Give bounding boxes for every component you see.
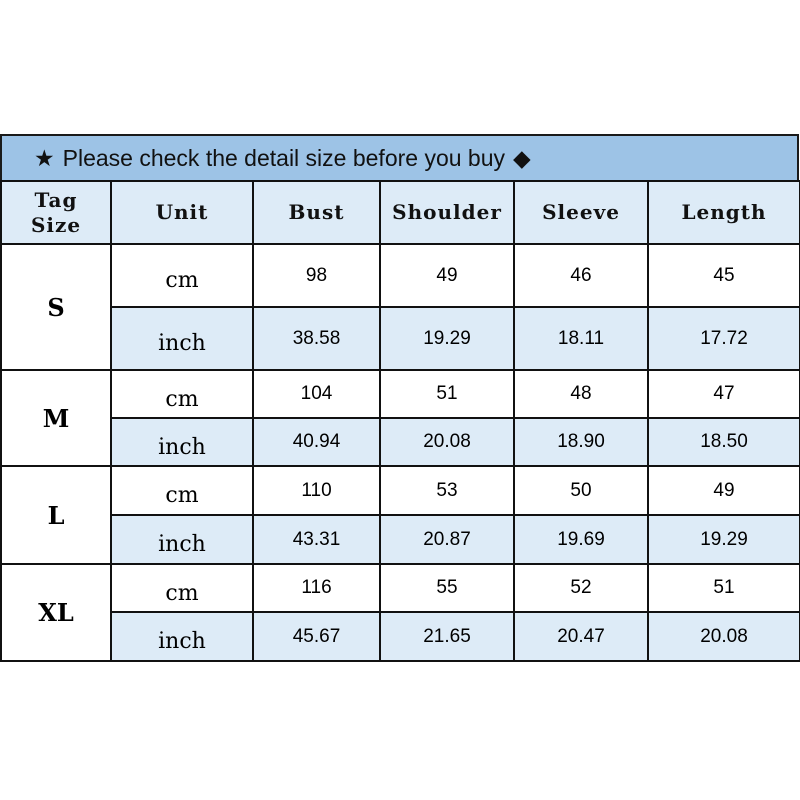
value-cell: 51 bbox=[379, 369, 515, 419]
value-cell: 20.87 bbox=[379, 514, 515, 565]
header-tag: Tag bbox=[34, 187, 78, 212]
unit-cell: inch bbox=[110, 611, 254, 662]
header-shoulder: Shoulder bbox=[379, 180, 515, 245]
value-cell: 19.29 bbox=[647, 514, 800, 565]
star-icon: ★ bbox=[34, 144, 55, 171]
size-table: Tag Size Unit Bust Shoulder Sleeve Length… bbox=[0, 180, 800, 662]
value-cell: 43.31 bbox=[252, 514, 381, 565]
table-row: inch 45.67 21.65 20.47 20.08 bbox=[1, 611, 800, 662]
size-chart-title: ★ Please check the detail size before yo… bbox=[0, 134, 799, 180]
value-cell: 21.65 bbox=[379, 611, 515, 662]
tag-size-cell: XL bbox=[0, 563, 112, 662]
unit-cell: cm bbox=[110, 369, 254, 419]
size-chart: ★ Please check the detail size before yo… bbox=[0, 134, 800, 662]
table-row: inch 43.31 20.87 19.69 19.29 bbox=[1, 514, 800, 565]
value-cell: 116 bbox=[252, 563, 381, 613]
table-row: inch 40.94 20.08 18.90 18.50 bbox=[1, 417, 800, 467]
unit-cell: inch bbox=[110, 417, 254, 467]
unit-cell: cm bbox=[110, 563, 254, 613]
value-cell: 55 bbox=[379, 563, 515, 613]
value-cell: 18.50 bbox=[647, 417, 800, 467]
value-cell: 19.29 bbox=[379, 306, 515, 371]
value-cell: 110 bbox=[252, 465, 381, 516]
value-cell: 49 bbox=[647, 465, 800, 516]
header-sleeve: Sleeve bbox=[513, 180, 649, 245]
value-cell: 45.67 bbox=[252, 611, 381, 662]
value-cell: 38.58 bbox=[252, 306, 381, 371]
tag-size-cell: S bbox=[0, 243, 112, 371]
header-size: Size bbox=[30, 212, 82, 237]
value-cell: 50 bbox=[513, 465, 649, 516]
unit-cell: cm bbox=[110, 243, 254, 308]
header-unit: Unit bbox=[110, 180, 254, 245]
value-cell: 18.11 bbox=[513, 306, 649, 371]
title-text: Please check the detail size before you … bbox=[62, 144, 506, 171]
value-cell: 20.47 bbox=[513, 611, 649, 662]
value-cell: 18.90 bbox=[513, 417, 649, 467]
value-cell: 20.08 bbox=[379, 417, 515, 467]
table-row: XL cm 116 55 52 51 bbox=[0, 563, 800, 662]
unit-cell: inch bbox=[110, 514, 254, 565]
value-cell: 46 bbox=[513, 243, 649, 308]
table-row: inch 38.58 19.29 18.11 17.72 bbox=[1, 306, 800, 371]
value-cell: 40.94 bbox=[252, 417, 381, 467]
unit-cell: cm bbox=[110, 465, 254, 516]
tag-size-cell: L bbox=[0, 465, 112, 565]
header-tag-size: Tag Size bbox=[0, 180, 112, 245]
header-length: Length bbox=[647, 180, 800, 245]
value-cell: 45 bbox=[647, 243, 800, 308]
header-bust: Bust bbox=[252, 180, 381, 245]
value-cell: 98 bbox=[252, 243, 381, 308]
value-cell: 17.72 bbox=[647, 306, 800, 371]
value-cell: 53 bbox=[379, 465, 515, 516]
diamond-icon: ◆ bbox=[513, 144, 531, 171]
value-cell: 47 bbox=[647, 369, 800, 419]
value-cell: 48 bbox=[513, 369, 649, 419]
value-cell: 52 bbox=[513, 563, 649, 613]
value-cell: 20.08 bbox=[647, 611, 800, 662]
value-cell: 49 bbox=[379, 243, 515, 308]
unit-cell: inch bbox=[110, 306, 254, 371]
value-cell: 104 bbox=[252, 369, 381, 419]
value-cell: 19.69 bbox=[513, 514, 649, 565]
value-cell: 51 bbox=[647, 563, 800, 613]
header-row: Tag Size Unit Bust Shoulder Sleeve Length bbox=[0, 180, 800, 245]
tag-size-cell: M bbox=[0, 369, 112, 467]
